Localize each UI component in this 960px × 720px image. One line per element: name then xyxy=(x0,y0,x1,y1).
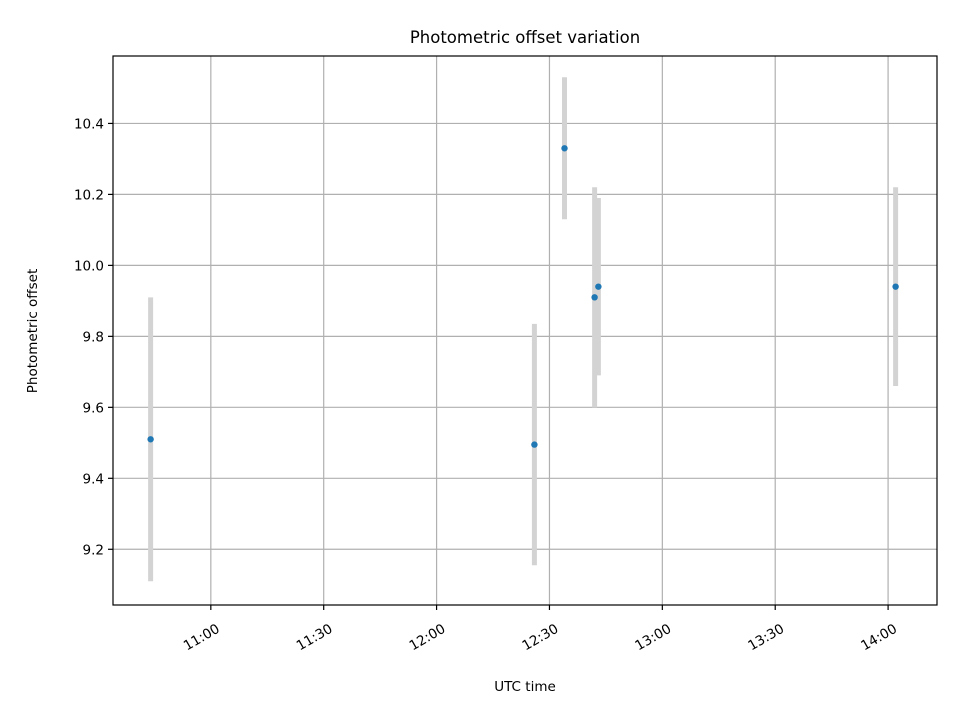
x-tick-label: 11:00 xyxy=(181,621,223,654)
x-tick-label: 12:00 xyxy=(407,621,449,654)
y-tick-label: 10.0 xyxy=(74,258,104,274)
grid xyxy=(113,56,937,605)
y-tick-label: 9.6 xyxy=(83,400,104,416)
x-tick-label: 13:30 xyxy=(745,621,787,654)
x-tick-label: 13:00 xyxy=(632,621,674,654)
x-tick-label: 11:30 xyxy=(294,621,336,654)
x-tick-label: 14:00 xyxy=(858,621,900,654)
plot-frame xyxy=(112,55,938,606)
data-point xyxy=(892,283,899,290)
axes: 11:00 11:30 12:00 12:30 13:00 13:30 14:00 9.2 9.… xyxy=(74,116,900,654)
data-point xyxy=(595,283,602,290)
x-axis-label: UTC time xyxy=(494,679,556,695)
y-tick-label: 9.4 xyxy=(83,471,104,487)
y-tick-label: 10.2 xyxy=(74,187,104,203)
y-tick-label: 10.4 xyxy=(74,116,104,132)
data-point xyxy=(147,436,154,443)
data-point xyxy=(591,294,598,301)
y-axis-label: Photometric offset xyxy=(25,269,41,393)
x-tick-label: 12:30 xyxy=(520,621,562,654)
y-tick-label: 9.2 xyxy=(83,542,104,558)
data-series xyxy=(147,77,899,582)
data-point xyxy=(561,145,568,152)
data-point xyxy=(531,441,538,448)
chart-title: Photometric offset variation xyxy=(410,28,640,47)
y-tick-label: 9.8 xyxy=(83,329,104,345)
